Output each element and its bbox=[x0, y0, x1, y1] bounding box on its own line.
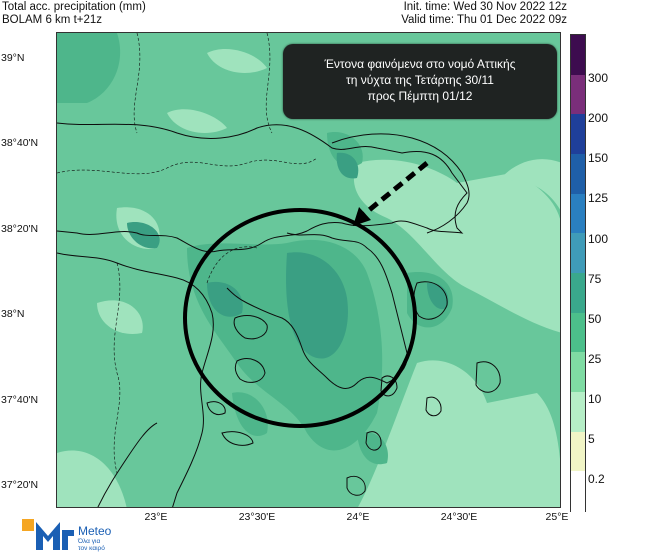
colorbar-segment bbox=[571, 74, 585, 116]
callout-arrow-line bbox=[361, 161, 429, 217]
colorbar-label: 25 bbox=[588, 352, 602, 366]
kythnos-coastline bbox=[365, 431, 382, 451]
callout-arrowhead bbox=[353, 207, 371, 226]
colorbar-segment bbox=[571, 154, 585, 195]
mainland-coastline bbox=[57, 122, 468, 253]
serifos-coastline bbox=[346, 475, 366, 496]
colorbar-label: 10 bbox=[588, 392, 602, 406]
annotation-callout: Έντονα φαινόμενα στο νομό Αττικής τη νύχ… bbox=[283, 44, 557, 119]
logo-brand-text: Meteo bbox=[78, 524, 112, 538]
lon-label: 23°30'E bbox=[238, 511, 276, 523]
logo-tagline-line: τον καιρό bbox=[78, 545, 105, 552]
product-title: Total acc. precipitation (mm) bbox=[2, 1, 146, 13]
moderate-precip-area bbox=[57, 33, 121, 103]
moderate-precip-area bbox=[357, 432, 388, 465]
attica-coastline bbox=[226, 232, 408, 389]
colorbar-label: 125 bbox=[588, 191, 609, 205]
colorbar-segment bbox=[571, 471, 585, 512]
heavy-precip-area bbox=[336, 152, 359, 179]
tinos-coastline bbox=[475, 361, 501, 393]
salamina-coastline bbox=[233, 315, 268, 340]
syros-coastline bbox=[425, 396, 442, 417]
regional-border bbox=[57, 157, 318, 175]
logo-m-icon bbox=[36, 522, 60, 550]
precipitation-map bbox=[56, 32, 561, 508]
poros-coastline bbox=[206, 401, 226, 416]
colorbar-segment bbox=[571, 392, 585, 433]
callout-line: Έντονα φαινόμενα στο νομό Αττικής bbox=[324, 57, 516, 71]
regional-border bbox=[265, 33, 273, 134]
colorbar-segment bbox=[571, 312, 585, 354]
aegina-coastline bbox=[234, 358, 266, 383]
regional-border bbox=[113, 262, 121, 474]
logo-tagline-line: Όλα για bbox=[78, 538, 101, 545]
colorbar-segment bbox=[571, 35, 585, 76]
lon-label: 24°E bbox=[346, 511, 370, 523]
euboea-coastline bbox=[331, 133, 470, 234]
init-time: Init. time: Wed 30 Nov 2022 12z bbox=[403, 1, 567, 13]
logo-sun-block bbox=[22, 519, 34, 531]
colorbar-label: 100 bbox=[588, 232, 609, 246]
lat-label: 37°20'N bbox=[1, 479, 39, 491]
lat-label: 38°20'N bbox=[1, 223, 39, 235]
model-info: BOLAM 6 km t+21z bbox=[2, 14, 103, 26]
logo-shape bbox=[62, 530, 74, 550]
lat-label: 38°40'N bbox=[1, 137, 39, 149]
header-left: Total acc. precipitation (mm) BOLAM 6 km… bbox=[2, 1, 146, 27]
colorbar-label: 300 bbox=[588, 71, 609, 85]
colorbar-label: 5 bbox=[588, 432, 595, 446]
peloponnese-south-coastline bbox=[97, 422, 158, 507]
colorbar-segment bbox=[571, 431, 585, 473]
precipitation-colorbar bbox=[570, 34, 586, 512]
lon-label: 23°E bbox=[144, 511, 168, 523]
meteo-logo bbox=[22, 519, 74, 550]
colorbar-label: 150 bbox=[588, 151, 609, 165]
lon-label: 24°30'E bbox=[440, 511, 478, 523]
callout-line: τη νύχτα της Τετάρτης 30/11 bbox=[346, 73, 494, 87]
regional-border bbox=[133, 33, 141, 134]
logo-tagline: Όλα για τον καιρό bbox=[78, 538, 105, 552]
light-precip-area bbox=[57, 450, 127, 507]
attica-highlight-circle bbox=[183, 208, 417, 428]
map-svg bbox=[57, 33, 560, 507]
colorbar-label: 0.2 bbox=[588, 472, 605, 486]
light-precip-area bbox=[497, 159, 560, 210]
colorbar-segment bbox=[571, 233, 585, 274]
lon-label: 25°E bbox=[545, 511, 569, 523]
callout-line: προς Πέμπτη 01/12 bbox=[367, 89, 473, 103]
regional-border bbox=[206, 246, 258, 284]
colorbar-label: 50 bbox=[588, 312, 602, 326]
colorbar-segment bbox=[571, 273, 585, 314]
heavy-precip-area bbox=[207, 281, 243, 317]
light-precip-area bbox=[97, 300, 143, 334]
colorbar-segment bbox=[571, 114, 585, 155]
colorbar-segment bbox=[571, 193, 585, 235]
colorbar-label: 75 bbox=[588, 272, 602, 286]
colorbar-label: 200 bbox=[588, 111, 609, 125]
light-precip-area bbox=[167, 109, 227, 133]
light-precip-area bbox=[207, 48, 267, 73]
light-precip-area bbox=[353, 159, 560, 333]
lat-label: 37°40'N bbox=[1, 394, 39, 406]
light-precip-area bbox=[358, 360, 560, 507]
colorbar-segment bbox=[571, 352, 585, 393]
valid-time: Valid time: Thu 01 Dec 2022 09z bbox=[401, 14, 567, 26]
hydra-coastline bbox=[221, 431, 254, 446]
header-right: Init. time: Wed 30 Nov 2022 12z Valid ti… bbox=[401, 1, 567, 27]
lat-label: 38°N bbox=[1, 308, 25, 320]
heavy-precip-area bbox=[286, 252, 348, 359]
lat-label: 39°N bbox=[1, 52, 25, 64]
